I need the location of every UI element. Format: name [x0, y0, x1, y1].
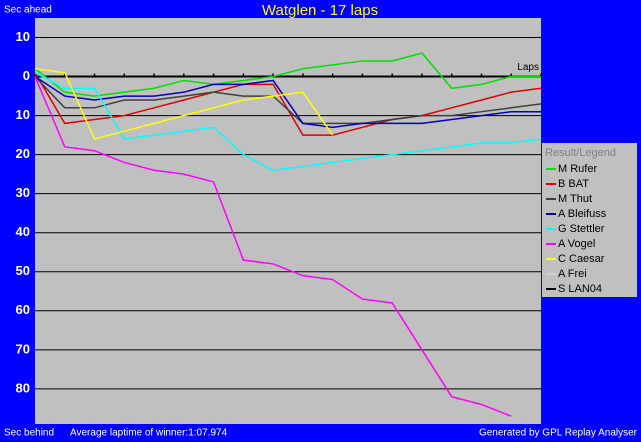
y-tick-label: 50: [16, 263, 30, 278]
y-label-top: Sec ahead: [4, 5, 52, 16]
y-tick-label: 80: [16, 380, 30, 395]
legend-label: A Vogel: [558, 238, 595, 250]
series-line: [34, 68, 334, 140]
legend-label: M Thut: [558, 193, 592, 205]
plot-area: [35, 18, 541, 424]
legend-box: [542, 143, 637, 297]
legend-label: S LAN04: [558, 283, 602, 295]
y-tick-label: 20: [16, 146, 30, 161]
legend-label: M Rufer: [558, 163, 597, 175]
series-line: [34, 71, 542, 172]
y-tick-label: 10: [16, 29, 30, 44]
series-line: [34, 75, 541, 129]
y-tick-label: 40: [16, 224, 30, 239]
footer-left: Average laptime of winner:1:07.974: [70, 428, 228, 439]
y-tick-label: 0: [23, 68, 30, 83]
y-tick-label: 10: [16, 107, 30, 122]
y-tick-label: 30: [16, 185, 30, 200]
series-line: [34, 52, 541, 97]
legend-label: G Stettler: [558, 223, 605, 235]
series-line: [34, 76, 512, 417]
chart-title: Watglen - 17 laps: [262, 2, 378, 19]
legend-label: C Caesar: [558, 253, 605, 265]
legend-label: A Frei: [558, 268, 587, 280]
legend-label: A Bleifuss: [558, 208, 607, 220]
legend-label: B BAT: [558, 178, 589, 190]
legend-title: Result/Legend: [545, 147, 616, 159]
x-axis-label: Laps: [517, 62, 539, 73]
y-label-bottom: Sec behind: [4, 428, 54, 439]
footer-right: Generated by GPL Replay Analyser: [479, 428, 638, 439]
y-tick-label: 70: [16, 341, 30, 356]
y-tick-label: 60: [16, 302, 30, 317]
series-line: [34, 76, 542, 125]
